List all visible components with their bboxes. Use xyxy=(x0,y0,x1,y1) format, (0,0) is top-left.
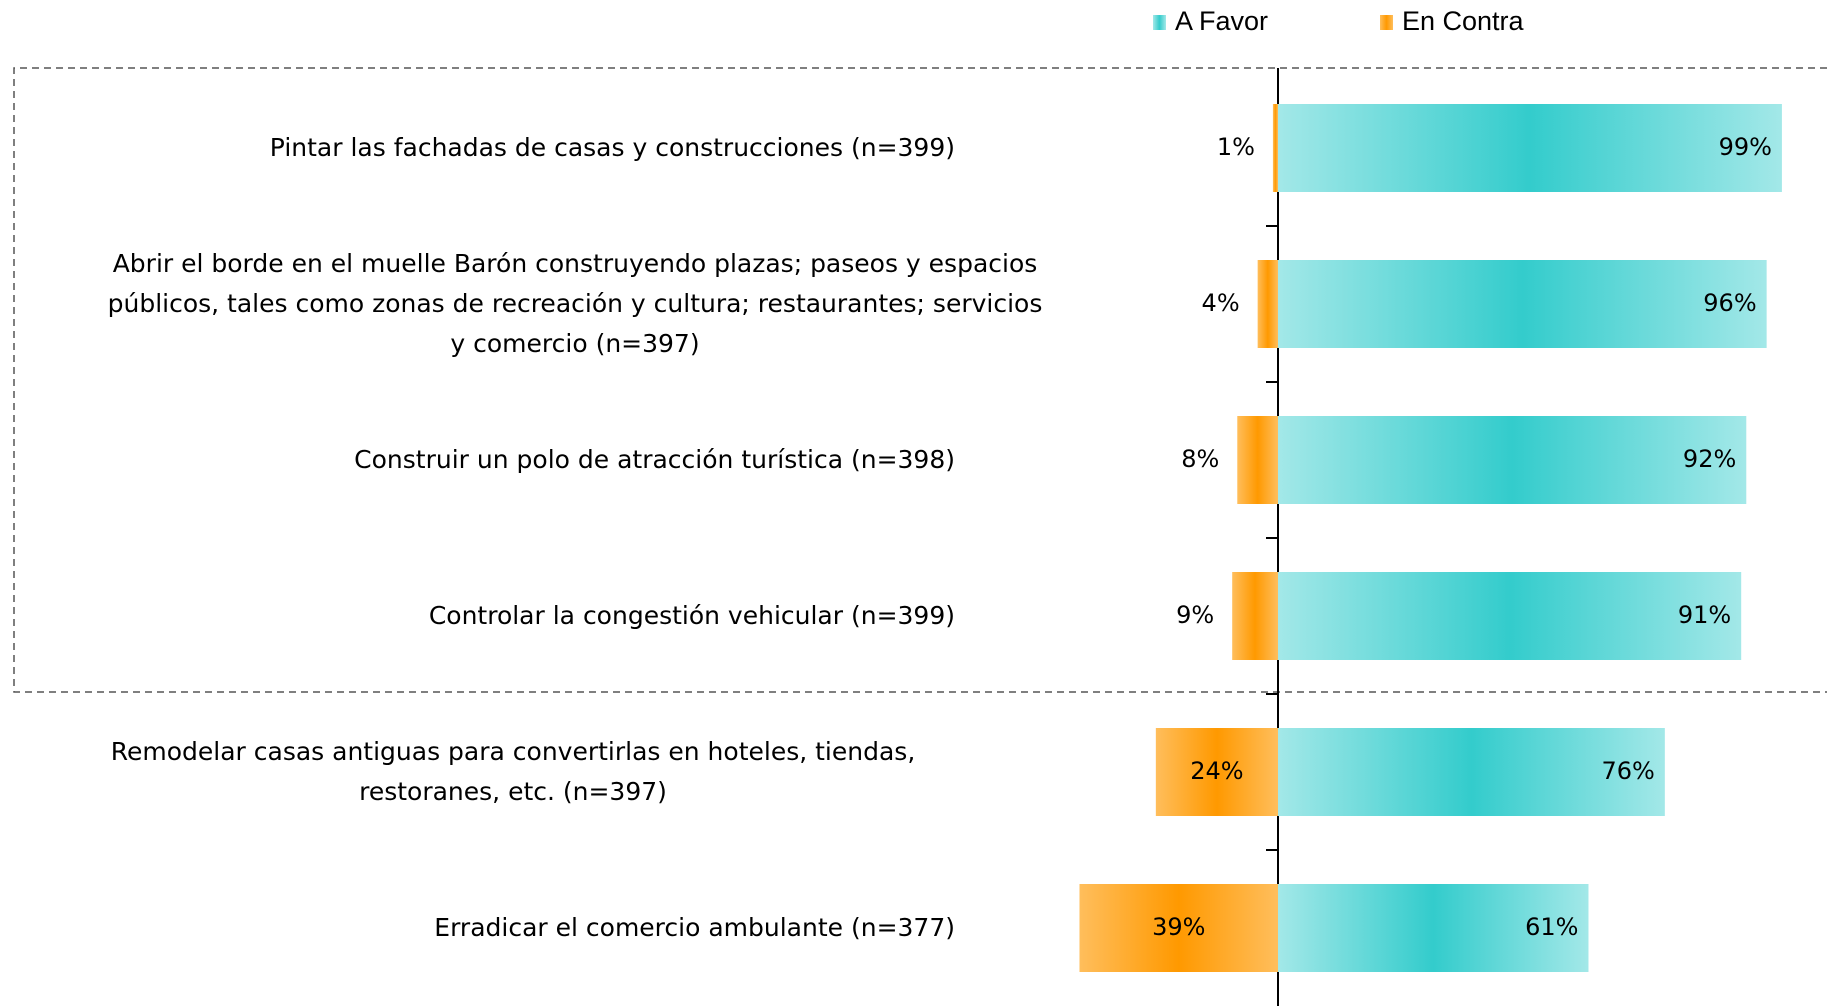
bar-contra xyxy=(1237,416,1278,504)
bar-contra xyxy=(1155,728,1278,816)
bar-favor xyxy=(1278,884,1589,972)
bar-favor xyxy=(1278,572,1742,660)
value-label: 91% xyxy=(1678,601,1731,629)
bar-favor xyxy=(1278,260,1767,348)
category-label: Construir un polo de atracción turística… xyxy=(354,445,955,474)
category-label: Abrir el borde en el muelle Barón constr… xyxy=(107,249,1043,358)
value-label: 39% xyxy=(1152,913,1205,941)
legend-swatch xyxy=(1380,15,1393,30)
value-label: 61% xyxy=(1525,913,1578,941)
value-label: 24% xyxy=(1190,757,1243,785)
bar-favor xyxy=(1278,728,1665,816)
bar-favor xyxy=(1278,416,1747,504)
bar-contra xyxy=(1272,104,1278,192)
value-label: 1% xyxy=(1217,133,1255,161)
category-label: Erradicar el comercio ambulante (n=377) xyxy=(434,913,955,942)
bar-contra xyxy=(1079,884,1278,972)
category-label: Controlar la congestión vehicular (n=399… xyxy=(428,601,955,630)
value-label: 8% xyxy=(1181,445,1219,473)
value-label: 99% xyxy=(1719,133,1772,161)
value-label: 4% xyxy=(1202,289,1240,317)
bar-contra xyxy=(1257,260,1278,348)
legend-label: En Contra xyxy=(1402,6,1525,36)
category-label: Pintar las fachadas de casas y construcc… xyxy=(269,133,955,162)
category-label: Remodelar casas antiguas para convertirl… xyxy=(110,737,916,806)
value-label: 76% xyxy=(1601,757,1654,785)
legend-label: A Favor xyxy=(1175,6,1268,36)
bar-contra xyxy=(1232,572,1278,660)
group-box xyxy=(13,67,1827,693)
value-label: 96% xyxy=(1703,289,1756,317)
legend-swatch xyxy=(1153,15,1166,30)
value-label: 9% xyxy=(1176,601,1214,629)
bar-favor xyxy=(1278,104,1782,192)
value-label: 92% xyxy=(1683,445,1736,473)
